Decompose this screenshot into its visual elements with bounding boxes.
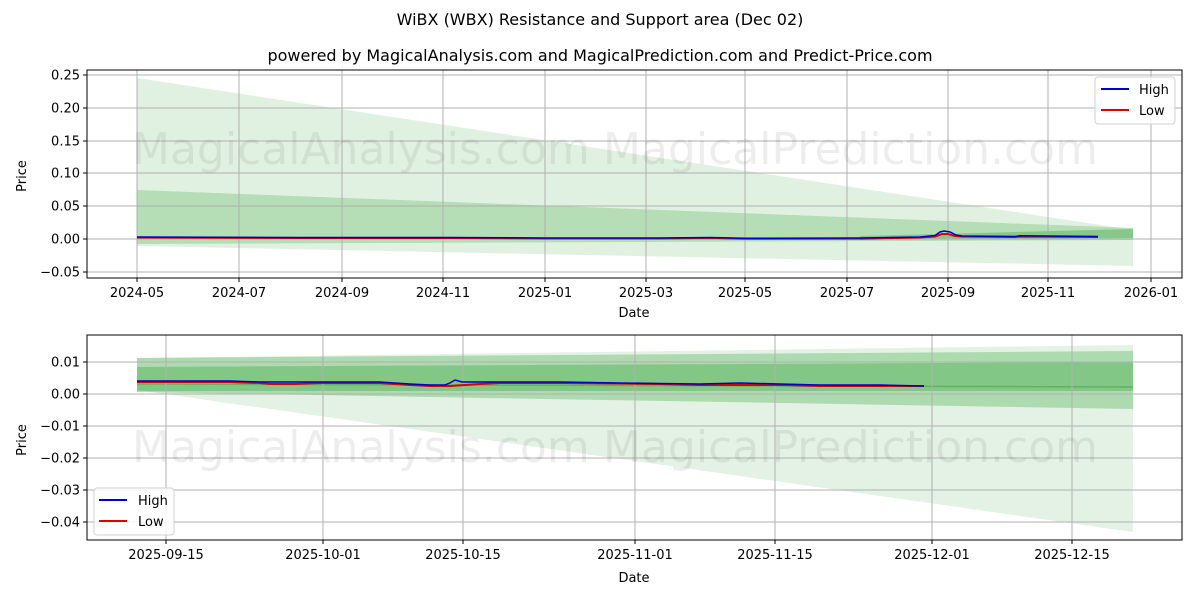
top-y-axis-label: Price: [15, 160, 30, 192]
x-tick-label: 2025-11: [1021, 286, 1075, 301]
y-tick-label: 0.15: [51, 135, 80, 150]
top-high-line: [136, 230, 1099, 240]
bottom-chart: MagicalAnalysis.com MagicalPrediction.co…: [15, 334, 1183, 586]
y-tick-label: −0.01: [40, 420, 80, 435]
x-tick-label: 2025-07: [820, 286, 874, 301]
bottom-low-line: [137, 381, 924, 387]
x-tick-label: 2025-05: [718, 286, 772, 301]
x-tick-label: 2024-07: [212, 286, 266, 301]
top-legend: High Low: [1094, 76, 1176, 125]
chart-subtitle: powered by MagicalAnalysis.com and Magic…: [267, 46, 933, 65]
y-tick-label: −0.03: [40, 484, 80, 499]
x-tick-label: 2025-01: [518, 286, 572, 301]
top-band-inner: [137, 190, 1133, 244]
watermark-prediction-bottom: MagicalPrediction.com: [603, 422, 1098, 473]
watermark-analysis-bottom: MagicalAnalysis.com: [132, 422, 590, 473]
x-tick-label: 2025-09-15: [128, 548, 204, 563]
x-tick-label: 2024-05: [110, 286, 164, 301]
y-tick-label: 0.20: [51, 102, 80, 117]
bottom-grid: [87, 335, 1182, 540]
bottom-y-axis: 0.01 0.00 −0.01 −0.02 −0.03 −0.04: [40, 356, 87, 531]
x-tick-label: 2025-11-01: [597, 548, 673, 563]
legend-high-label-bottom: High: [138, 494, 168, 509]
bottom-legend: High Low: [93, 487, 175, 536]
x-tick-label: 2025-10-01: [285, 548, 361, 563]
y-tick-label: −0.05: [40, 266, 80, 281]
x-tick-label: 2025-12-01: [894, 548, 970, 563]
watermark-analysis: MagicalAnalysis.com: [132, 124, 590, 175]
x-tick-label: 2026-01: [1124, 286, 1178, 301]
y-tick-label: 0.00: [51, 388, 80, 403]
y-tick-label: 0.25: [51, 69, 80, 84]
y-tick-label: 0.00: [51, 233, 80, 248]
watermark-prediction: MagicalPrediction.com: [603, 124, 1098, 175]
x-tick-label: 2025-11-15: [737, 548, 813, 563]
y-tick-label: 0.10: [51, 167, 80, 182]
chart-title: WiBX (WBX) Resistance and Support area (…: [396, 10, 804, 29]
y-tick-label: −0.02: [40, 452, 80, 467]
x-tick-label: 2024-09: [315, 286, 369, 301]
legend-high-label: High: [1139, 83, 1169, 98]
top-grid: [87, 70, 1182, 278]
legend-low-label: Low: [1139, 104, 1165, 119]
y-tick-label: 0.01: [51, 356, 80, 371]
x-tick-label: 2025-10-15: [425, 548, 501, 563]
bottom-y-axis-label: Price: [15, 424, 30, 456]
top-x-axis: 2024-05 2024-07 2024-09 2024-11 2025-01 2025-…: [110, 278, 1178, 301]
y-tick-label: 0.05: [51, 200, 80, 215]
x-tick-label: 2025-09: [921, 286, 975, 301]
x-tick-label: 2025-12-15: [1034, 548, 1110, 563]
top-chart: MagicalAnalysis.com MagicalPrediction.co…: [15, 69, 1183, 321]
top-plot-frame: [86, 69, 1183, 279]
bottom-high-line: [137, 379, 925, 387]
legend-low-label-bottom: Low: [138, 515, 164, 530]
x-tick-label: 2025-03: [619, 286, 673, 301]
x-tick-label: 2024-11: [416, 286, 470, 301]
top-x-axis-label: Date: [618, 306, 649, 321]
bottom-x-axis: 2025-09-15 2025-10-01 2025-10-15 2025-11-01…: [128, 540, 1110, 563]
bottom-x-axis-label: Date: [618, 571, 649, 586]
top-y-axis: 0.25 0.20 0.15 0.10 0.05 0.00 −0.05: [40, 69, 87, 281]
y-tick-label: −0.04: [40, 516, 80, 531]
